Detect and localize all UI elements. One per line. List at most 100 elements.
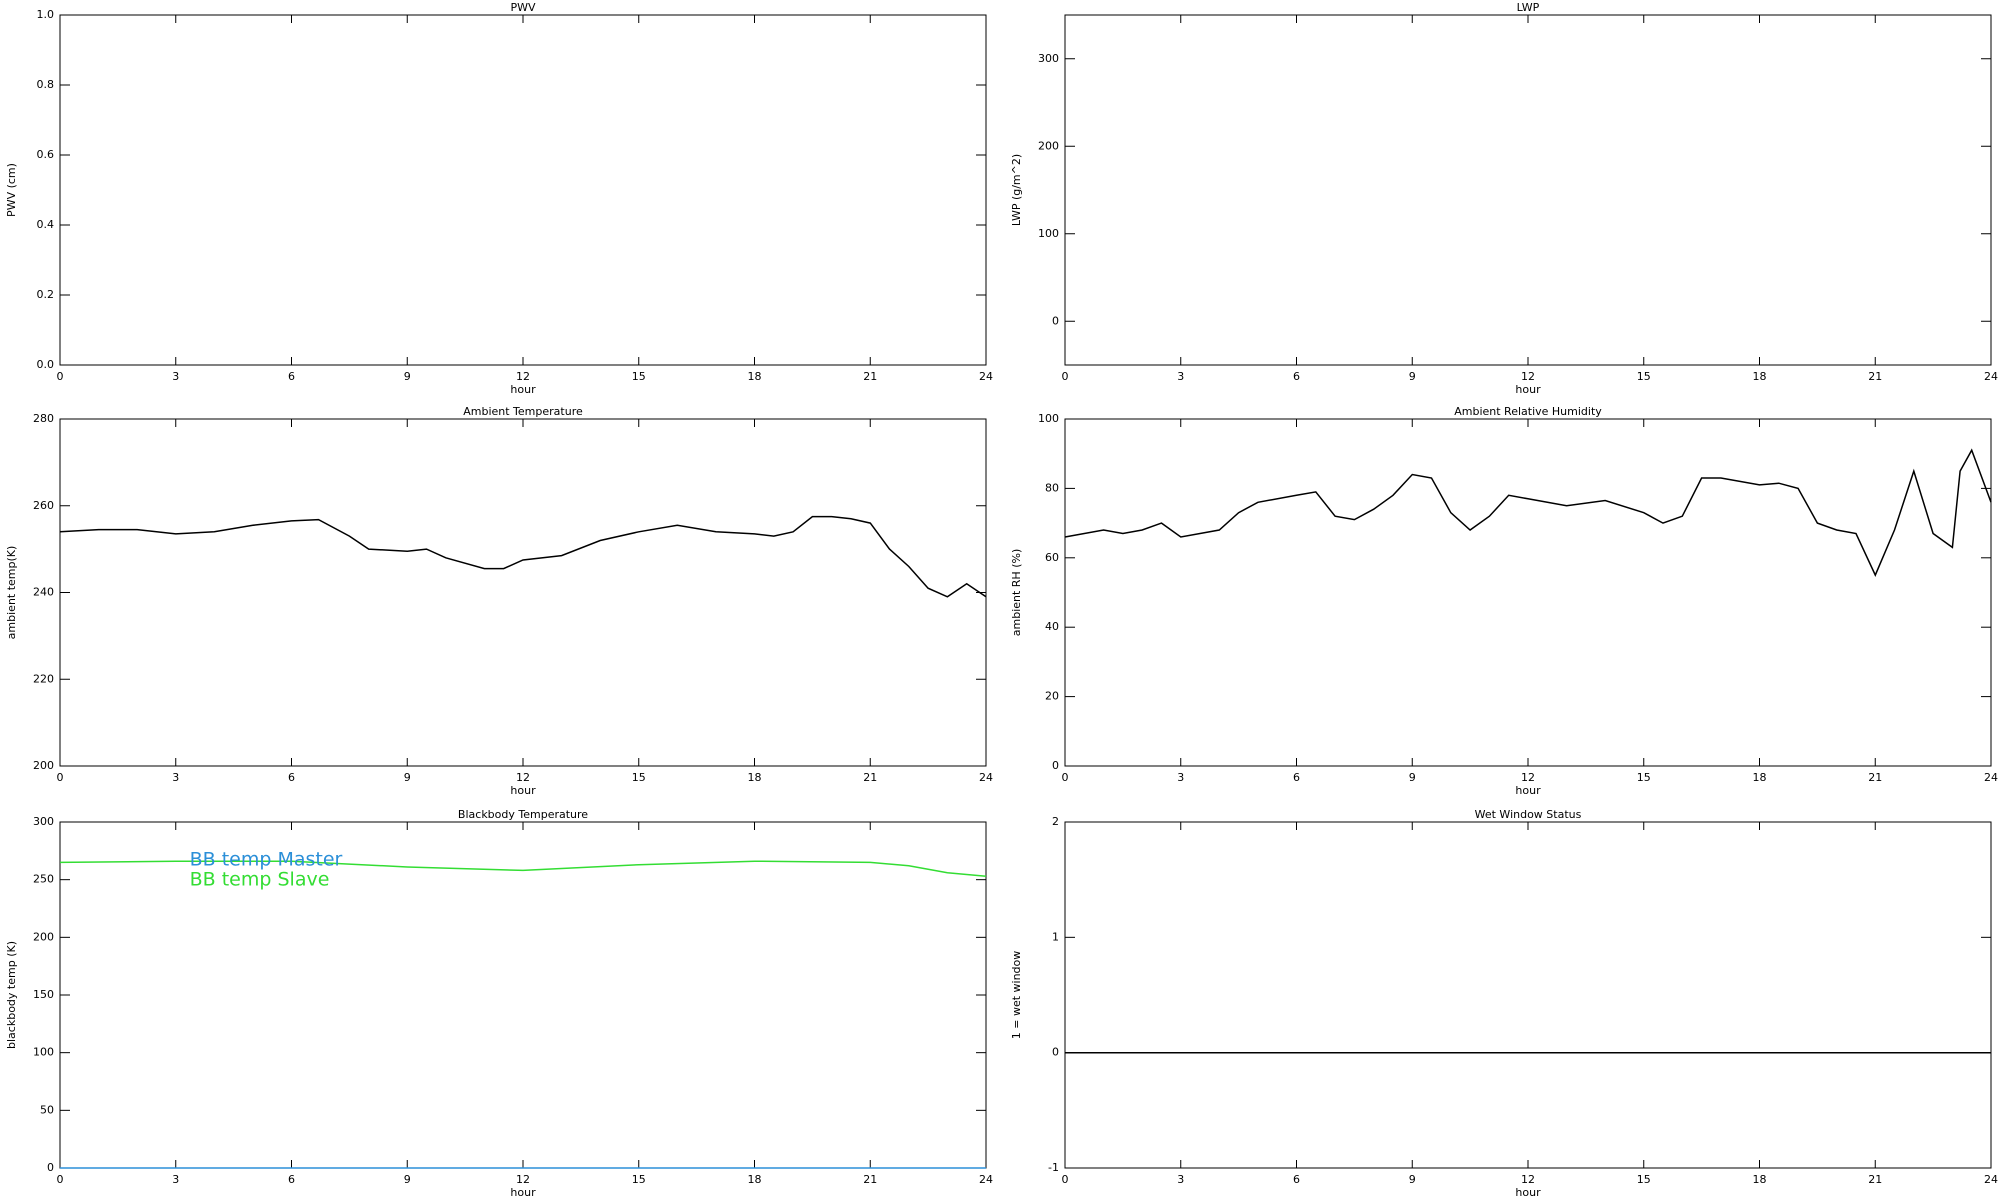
panel: Wet Window Status hour 1 = wet window 0 3 6 9 1… [1010, 808, 1998, 1199]
x-tick-label: 18 [1753, 370, 1767, 383]
y-tick-label: 50 [40, 1103, 54, 1116]
x-tick-label: 18 [1753, 1173, 1767, 1186]
x-tick-label: 15 [632, 771, 646, 784]
y-tick-label: 1.0 [37, 8, 55, 21]
x-tick-label: 3 [172, 771, 179, 784]
x-tick-label: 0 [1062, 370, 1069, 383]
x-tick-label: 3 [1177, 370, 1184, 383]
y-tick-label: 40 [1045, 620, 1059, 633]
x-tick-label: 18 [748, 1173, 762, 1186]
x-tick-label: 12 [1521, 771, 1535, 784]
x-tick-label: 15 [632, 370, 646, 383]
x-tick-label: 3 [1177, 1173, 1184, 1186]
x-tick-label: 12 [516, 370, 530, 383]
x-axis-label: hour [510, 1186, 536, 1199]
y-tick-label: 260 [33, 499, 54, 512]
x-tick-label: 21 [1868, 370, 1882, 383]
data-line [1064, 448, 1992, 577]
x-tick-label: 12 [516, 771, 530, 784]
x-tick-label: 24 [979, 771, 993, 784]
y-tick-label: 100 [1038, 412, 1059, 425]
x-axis-label: hour [510, 383, 536, 396]
y-tick-label: 300 [33, 815, 54, 828]
chart-title: Ambient Temperature [463, 405, 583, 418]
data-line [59, 515, 987, 598]
chart-title: PWV [510, 1, 536, 14]
y-tick-label: 200 [1038, 139, 1059, 152]
y-tick-label: 20 [1045, 690, 1059, 703]
legend-entry: BB temp Slave [190, 869, 330, 891]
y-tick-label: 2 [1052, 815, 1059, 828]
y-tick-label: 0.6 [37, 148, 55, 161]
x-tick-label: 3 [1177, 771, 1184, 784]
y-tick-label: 240 [33, 586, 54, 599]
y-tick-label: 300 [1038, 52, 1059, 65]
y-tick-label: 60 [1045, 551, 1059, 564]
x-tick-label: 9 [404, 771, 411, 784]
x-tick-label: 12 [1521, 1173, 1535, 1186]
y-axis-label: PWV (cm) [5, 163, 18, 217]
panel: PWV hour PWV (cm) 0 3 6 9 12 15 18 21 24 0.0 0.2 0.4 0.… [5, 1, 993, 396]
x-tick-label: 18 [1753, 771, 1767, 784]
x-tick-label: 0 [57, 1173, 64, 1186]
y-tick-label: 220 [33, 672, 54, 685]
x-tick-label: 21 [863, 370, 877, 383]
legend-entry: BB temp Master [190, 849, 343, 871]
y-tick-label: 0 [1052, 759, 1059, 772]
panel: Ambient Relative Humidity hour ambient RH … [1010, 405, 1998, 797]
y-tick-label: 100 [33, 1046, 54, 1059]
y-tick-label: 0.2 [37, 288, 55, 301]
x-tick-label: 21 [863, 1173, 877, 1186]
x-tick-label: 9 [1409, 1173, 1416, 1186]
chart-title: Ambient Relative Humidity [1454, 405, 1602, 418]
y-axis-label: ambient RH (%) [1010, 549, 1023, 637]
x-axis-label: hour [1515, 784, 1541, 797]
x-tick-label: 6 [288, 771, 295, 784]
x-tick-label: 18 [748, 771, 762, 784]
chart-title: LWP [1517, 1, 1540, 14]
x-tick-label: 15 [1637, 370, 1651, 383]
x-tick-label: 24 [1984, 370, 1998, 383]
y-tick-label: 0.0 [37, 358, 55, 371]
x-tick-label: 21 [1868, 771, 1882, 784]
y-tick-label: 0 [1052, 1046, 1059, 1059]
y-tick-label: 280 [33, 412, 54, 425]
x-tick-label: 24 [1984, 771, 1998, 784]
y-tick-label: 200 [33, 930, 54, 943]
y-tick-label: 1 [1052, 930, 1059, 943]
chart-title: Blackbody Temperature [458, 808, 588, 821]
x-axis-label: hour [1515, 1186, 1541, 1199]
plot-frame [1064, 418, 1992, 767]
x-tick-label: 0 [1062, 771, 1069, 784]
panel: LWP hour LWP (g/m^2) 0 3 6 9 12 15 18 21 24 0 100 200 3… [1010, 1, 1998, 396]
data-line [59, 860, 987, 877]
x-tick-label: 21 [1868, 1173, 1882, 1186]
plot-frame [1064, 14, 1992, 366]
y-tick-label: 0.4 [37, 218, 55, 231]
x-axis-label: hour [510, 784, 536, 797]
y-tick-label: 0.8 [37, 78, 55, 91]
plot-frame [59, 14, 987, 366]
x-tick-label: 9 [1409, 370, 1416, 383]
y-tick-label: 80 [1045, 481, 1059, 494]
x-tick-label: 0 [57, 370, 64, 383]
x-tick-label: 3 [172, 1173, 179, 1186]
x-tick-label: 6 [1293, 370, 1300, 383]
y-axis-label: blackbody temp (K) [5, 941, 18, 1049]
y-tick-label: 100 [1038, 227, 1059, 240]
x-tick-label: 24 [1984, 1173, 1998, 1186]
x-tick-label: 15 [632, 1173, 646, 1186]
x-tick-label: 6 [1293, 1173, 1300, 1186]
x-tick-label: 6 [288, 370, 295, 383]
y-tick-label: 150 [33, 988, 54, 1001]
plot-frame [59, 418, 987, 767]
x-tick-label: 9 [404, 1173, 411, 1186]
x-tick-label: 0 [57, 771, 64, 784]
x-tick-label: 24 [979, 370, 993, 383]
y-tick-label: 0 [47, 1161, 54, 1174]
x-tick-label: 0 [1062, 1173, 1069, 1186]
x-tick-label: 24 [979, 1173, 993, 1186]
x-tick-label: 18 [748, 370, 762, 383]
x-tick-label: 6 [288, 1173, 295, 1186]
